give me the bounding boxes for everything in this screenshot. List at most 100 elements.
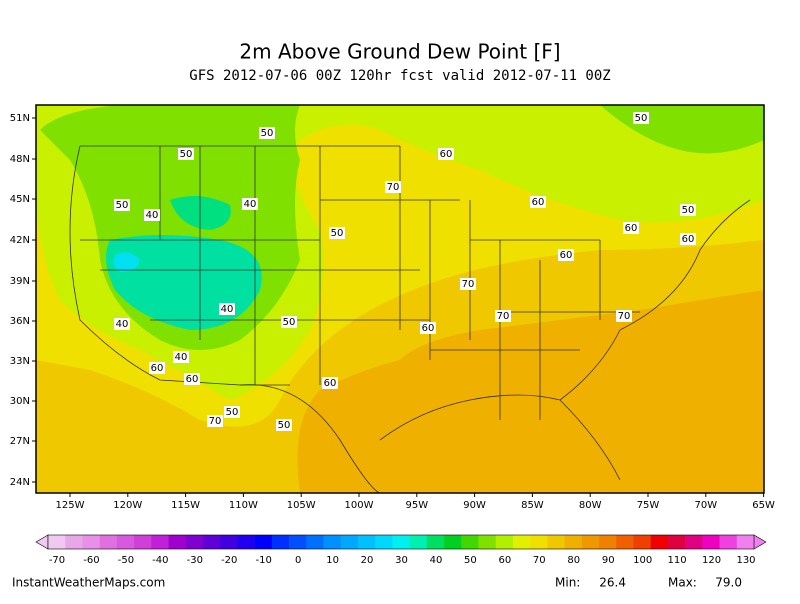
colorbar-label: -10 [256,555,272,566]
contour-label: 50 [180,149,193,160]
colorbar-arrow [35,534,49,550]
colorbar-swatch [271,535,290,549]
contour-label: 60 [625,223,638,234]
contour-label: 40 [244,199,257,210]
contour-label: 70 [497,311,510,322]
contour-label-bg [558,249,574,261]
lat-label: 24N [10,477,30,488]
title: 2m Above Ground Dew Point [F] [239,40,560,64]
contour-label: 50 [116,200,129,211]
colorbar-label: 0 [295,555,301,566]
contour-label-bg [530,196,546,208]
lon-label: 95W [405,500,428,511]
max-label: Max: [668,576,697,590]
contour-label: 70 [387,182,400,193]
contour-label: 50 [278,420,291,431]
contour-label-bg [385,181,401,193]
contour-label-bg [184,373,200,385]
colorbar-swatch [409,535,428,549]
contour-label-bg [281,316,297,328]
field-band [113,252,140,272]
colorbar-swatch [323,535,342,549]
colorbar-label: 60 [498,555,511,566]
contour-label: 60 [440,149,453,160]
lon-label: 125W [56,500,85,511]
colorbar-swatch [719,535,738,549]
colorbar-label: -60 [83,555,99,566]
colorbar-swatch [685,535,703,549]
contour-label-bg [207,415,223,427]
contour-label: 50 [331,228,344,239]
colorbar-label: 70 [533,555,546,566]
colorbar-swatch [48,535,66,549]
lon-label: 90W [463,500,486,511]
contour-label-bg [460,278,476,290]
colorbar-label: 90 [602,555,615,566]
map-labels: 51N 48N 45N 42N 39N 36N 33N 30N 27N 24N 125W 120W 11… [10,112,775,511]
colorbar-label: 130 [736,555,755,566]
lat-label: 27N [10,436,30,447]
colorbar: -70 -60 -50 -40 -30 -20 -10 0 10 20 30 40 50 60 70 80 90… [35,534,767,566]
colorbar-swatch [461,535,479,549]
colorbar-swatch [667,535,686,549]
colorbar-label: 20 [361,555,374,566]
colorbar-swatch [254,535,273,549]
max-value: 79.0 [715,576,742,590]
contour-label: 60 [324,378,337,389]
lat-label: 30N [10,396,30,407]
contour-label-bg [144,209,160,221]
contour-label: 60 [560,250,573,261]
colorbar-swatch [512,535,531,549]
contour-label: 60 [186,374,199,385]
lat-label: 33N [10,356,30,367]
contour-label: 70 [618,311,631,322]
state-borders [69,145,751,494]
lon-label: 120W [113,500,142,511]
coast-line [69,145,751,494]
contour-label: 50 [682,205,695,216]
contour-label-bg [616,310,632,322]
contour-label-bg [322,377,338,389]
min-value: 26.4 [599,576,626,590]
colorbar-swatch [237,535,255,549]
lat-label: 39N [10,276,30,287]
colorbar-swatch [185,535,204,549]
colorbar-swatch [392,535,410,549]
colorbar-swatch [375,535,393,549]
colorbar-swatch [340,535,359,549]
colorbar-swatch [357,535,376,549]
border-line [159,146,601,420]
lon-label: 110W [229,500,258,511]
colorbar-swatch [426,535,445,549]
contour-label-bg [495,310,511,322]
colorbar-swatch [564,535,583,549]
colorbar-label: 80 [567,555,580,566]
colorbar-label: -20 [221,555,237,566]
colorbar-label: 50 [464,555,477,566]
contour-label-bg [680,204,696,216]
colorbar-swatch [599,535,617,549]
contour-label-bg [438,148,454,160]
colorbar-swatch [220,535,238,549]
colorbar-swatch [650,535,669,549]
lat-label: 42N [10,235,30,246]
contour-label-bg [276,419,292,431]
colorbar-swatch [547,535,565,549]
field-band [170,196,231,230]
lat-label: 45N [10,194,30,205]
colorbar-label: -30 [187,555,203,566]
colorbar-swatch [134,535,152,549]
colorbar-swatch [151,535,169,549]
colorbar-swatch [306,535,324,549]
contour-label-bg [173,351,189,363]
contour-label: 60 [422,323,435,334]
contour-label-bg [259,127,275,139]
lat-label: 51N [10,113,30,124]
colorbar-label: -40 [152,555,168,566]
colorbar-label: 120 [702,555,721,566]
colorbar-swatch [168,535,187,549]
contour-label-bg [219,303,235,315]
contour-label-bg [633,112,649,124]
